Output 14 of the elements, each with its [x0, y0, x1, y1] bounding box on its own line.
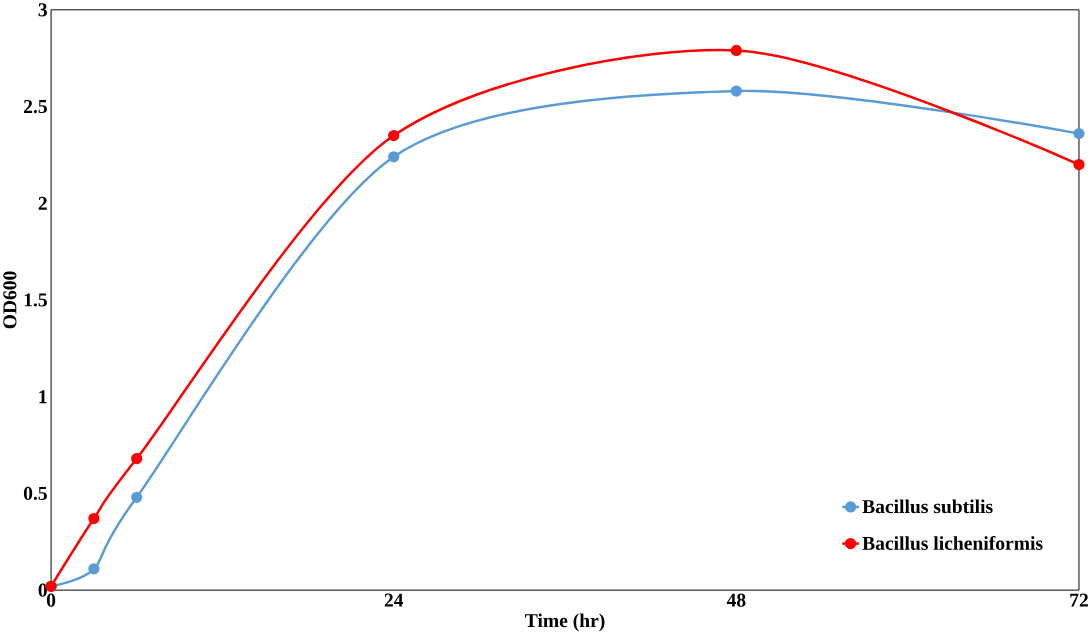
y-axis-title: OD600 [3, 271, 17, 329]
x-tick-label: 72 [1070, 593, 1088, 607]
y-tick-label: 2.5 [24, 99, 47, 113]
y-tick-label: 0 [38, 583, 47, 597]
y-tick-label: 2 [38, 196, 47, 210]
x-axis-title: Time (hr) [525, 613, 605, 631]
y-tick-label: 0.5 [23, 486, 47, 500]
x-tick-label: 48 [726, 593, 746, 607]
y-tick-label: 3 [38, 3, 47, 17]
y-tick-label: 1.5 [24, 293, 47, 307]
y-tick-label: 1 [39, 390, 47, 403]
legend-label: Bacillus subtilis [862, 499, 993, 513]
legend-label: Bacillus licheniformis [862, 535, 1043, 550]
x-tick-label: 24 [384, 593, 404, 607]
